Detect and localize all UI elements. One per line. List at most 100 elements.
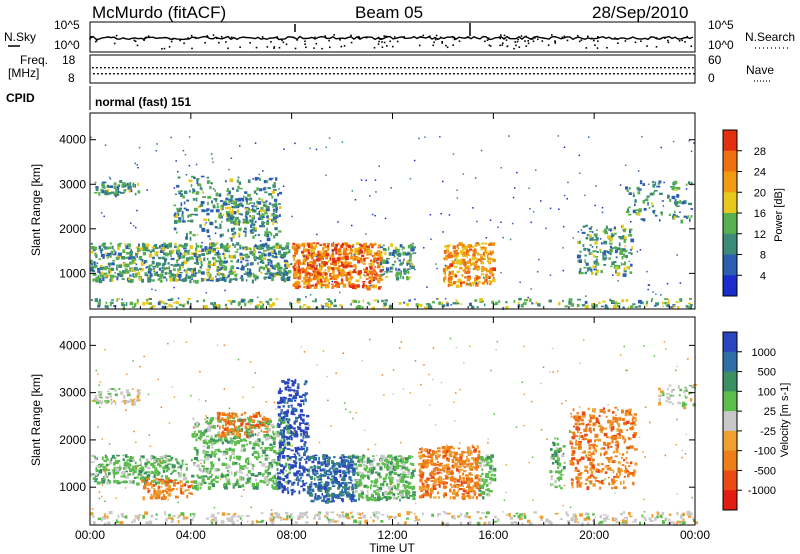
data-point (282, 466, 286, 471)
data-point (128, 278, 131, 281)
data-point (275, 233, 279, 236)
freq-point (284, 67, 286, 69)
data-point (617, 280, 619, 282)
data-point (370, 277, 373, 281)
data-point (272, 221, 274, 226)
nave-point (253, 73, 255, 75)
data-point (100, 250, 103, 254)
data-point (367, 285, 371, 288)
data-point (302, 242, 306, 246)
data-point (294, 454, 296, 458)
data-point (94, 395, 97, 399)
station-title: McMurdo (fitACF) (92, 3, 226, 22)
data-point (207, 201, 209, 206)
data-point (257, 245, 260, 248)
data-point (455, 302, 460, 305)
data-point (116, 276, 119, 281)
data-point (253, 259, 257, 262)
data-point (202, 299, 206, 302)
data-point (173, 286, 175, 289)
nsearch-point (520, 35, 523, 37)
data-point (246, 201, 248, 205)
data-point (156, 495, 161, 499)
data-point (240, 438, 243, 443)
data-point (256, 187, 259, 191)
data-point (166, 467, 171, 471)
data-point (222, 425, 224, 430)
data-point (205, 210, 209, 212)
data-point (331, 485, 336, 487)
data-point (481, 267, 486, 270)
data-point (279, 444, 282, 449)
data-point (157, 274, 159, 277)
data-point (366, 249, 370, 253)
data-point (290, 404, 293, 407)
data-point (459, 250, 463, 252)
nsearch-point (282, 41, 285, 44)
data-point (306, 426, 310, 430)
data-point (153, 474, 156, 478)
data-point (468, 267, 471, 270)
data-point (309, 147, 311, 150)
data-point (355, 249, 360, 253)
data-point (144, 464, 148, 467)
data-point (123, 400, 127, 405)
data-point (110, 250, 114, 254)
data-point (97, 275, 100, 278)
data-point (238, 227, 242, 231)
data-point (268, 193, 272, 196)
data-point (351, 483, 354, 487)
freq-point (464, 67, 466, 69)
data-point (314, 484, 319, 488)
data-point (222, 213, 225, 216)
data-point (162, 252, 166, 256)
data-point (177, 466, 180, 469)
data-point (347, 463, 350, 467)
data-point (295, 243, 297, 248)
data-point (616, 265, 621, 269)
data-point (143, 260, 146, 264)
data-point (283, 447, 286, 451)
data-point (239, 476, 241, 481)
data-point (127, 473, 131, 476)
data-point (110, 274, 114, 279)
nave-point (385, 73, 387, 75)
data-point (352, 246, 354, 248)
nave-point (337, 73, 339, 75)
data-point (233, 227, 236, 230)
data-point (357, 259, 361, 264)
nave-point (437, 73, 439, 75)
data-point (201, 432, 205, 436)
data-point (482, 258, 485, 260)
data-point (632, 194, 635, 197)
data-cluster (216, 197, 279, 226)
data-point (197, 205, 201, 208)
freq-point (636, 67, 638, 69)
data-point (110, 401, 113, 405)
data-point (221, 233, 224, 236)
data-point (377, 266, 379, 269)
data-point (209, 419, 213, 421)
data-point (594, 304, 598, 308)
data-point (116, 454, 120, 457)
data-point (273, 451, 276, 454)
data-point (540, 200, 542, 202)
data-point (337, 248, 342, 253)
data-point (216, 268, 219, 272)
data-point (136, 464, 139, 467)
data-point (113, 305, 117, 307)
nsearch-point (255, 46, 258, 49)
data-point (214, 226, 218, 229)
nave-point (181, 73, 183, 75)
data-point (99, 464, 101, 467)
data-point (233, 420, 236, 422)
data-point (527, 296, 529, 299)
data-point (369, 279, 374, 282)
data-point (165, 458, 170, 463)
data-point (293, 257, 295, 261)
data-point (460, 279, 463, 283)
data-point (168, 242, 173, 245)
data-point (242, 205, 244, 208)
nsearch-point (273, 46, 276, 48)
data-point (621, 255, 624, 260)
